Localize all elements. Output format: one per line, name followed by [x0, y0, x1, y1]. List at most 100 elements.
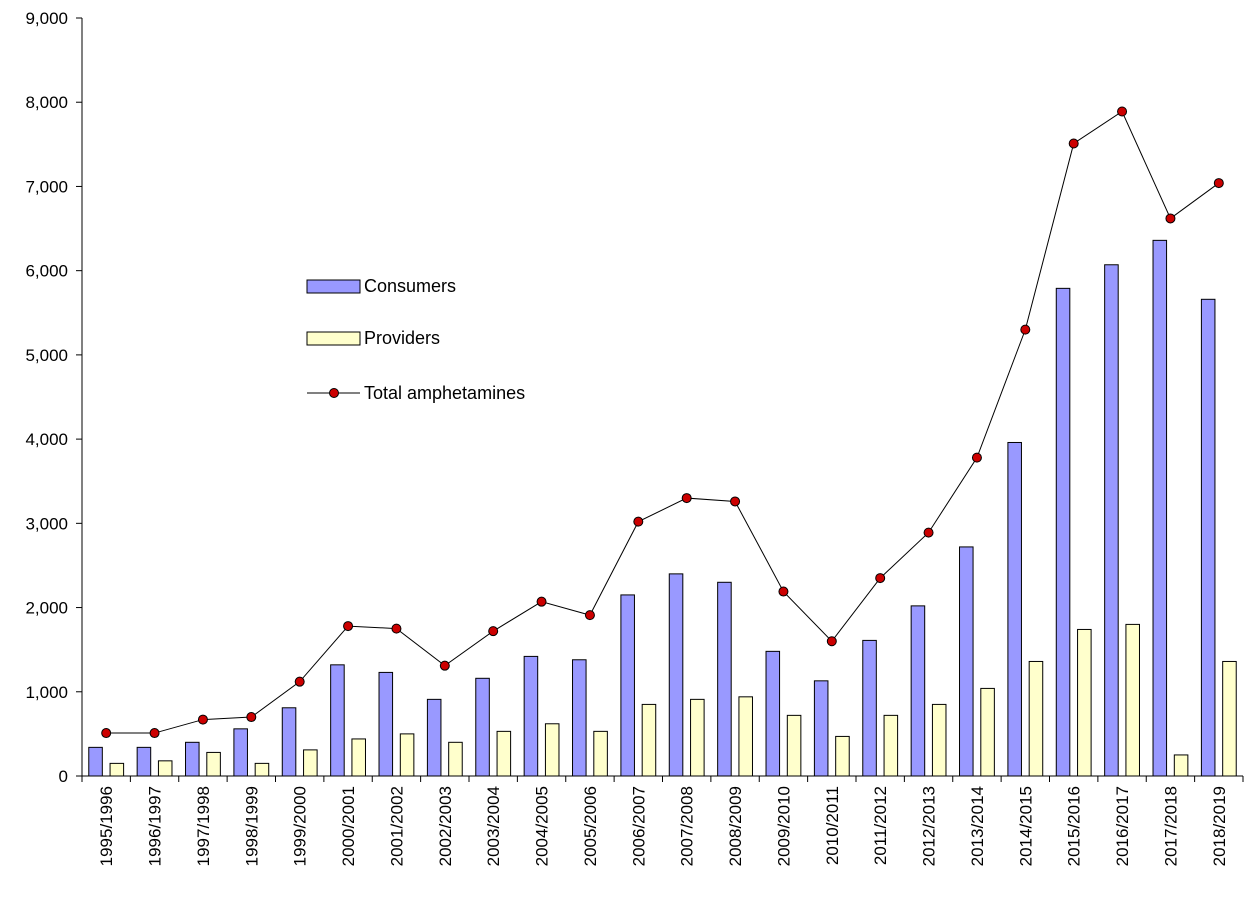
total-amphetamines-point-2	[197, 714, 208, 725]
total-amphetamines-point-1	[149, 728, 160, 739]
providers-bar-11	[641, 703, 657, 777]
consumers-bar-6	[378, 671, 394, 777]
x-tick-label-19: 2014/2015	[1016, 786, 1035, 866]
consumers-bar-15	[813, 680, 829, 777]
consumers-bar-11	[620, 594, 635, 777]
total-amphetamines-point-17	[923, 527, 934, 538]
consumers-bar-2	[185, 741, 200, 777]
total-amphetamines-line	[106, 110, 1220, 734]
total-amphetamines-point-21	[1117, 106, 1128, 117]
consumers-bar-14	[765, 650, 781, 777]
total-amphetamines-point-16	[875, 573, 886, 584]
legend-swatch-providers	[306, 331, 361, 346]
legend-label-consumers: Consumers	[364, 276, 456, 296]
x-tick-label-22: 2017/2018	[1161, 786, 1180, 866]
x-tick-label-12: 2007/2008	[678, 786, 697, 866]
providers-bar-20	[1077, 628, 1092, 777]
x-tick-label-17: 2012/2013	[920, 786, 939, 866]
y-tick-label-7: 7,000	[25, 177, 68, 196]
total-amphetamines-point-5	[343, 621, 354, 632]
providers-bar-7	[448, 741, 463, 777]
x-tick-label-21: 2016/2017	[1113, 786, 1132, 866]
consumers-bar-10	[572, 659, 587, 777]
providers-bar-13	[738, 696, 753, 777]
total-amphetamines-point-14	[778, 586, 789, 597]
providers-bar-0	[109, 762, 125, 777]
total-amphetamines-point-0	[101, 728, 112, 739]
y-tick-label-9: 9,000	[25, 9, 68, 28]
total-amphetamines-point-11	[633, 516, 644, 527]
consumers-bar-8	[475, 677, 490, 777]
providers-bar-16	[883, 714, 899, 777]
x-tick-label-7: 2002/2003	[436, 786, 455, 866]
consumers-bar-21	[1104, 264, 1119, 777]
total-amphetamines-point-20	[1068, 138, 1079, 149]
consumers-bar-19	[1007, 441, 1022, 777]
providers-bar-15	[835, 735, 850, 777]
consumers-bar-22	[1152, 239, 1168, 777]
consumers-bar-17	[910, 605, 926, 777]
legend-swatch-marker-total-amphetamines	[329, 388, 339, 398]
total-amphetamines-point-12	[681, 493, 692, 504]
consumers-bar-0	[88, 746, 103, 777]
y-tick-label-5: 5,000	[25, 346, 68, 365]
x-tick-label-6: 2001/2002	[387, 786, 406, 866]
x-tick-label-16: 2011/2012	[871, 786, 890, 865]
total-amphetamines-point-4	[294, 676, 305, 687]
x-tick-label-0: 1995/1996	[97, 786, 116, 866]
providers-bar-12	[690, 698, 705, 777]
providers-bar-21	[1125, 623, 1140, 777]
total-amphetamines-point-8	[488, 626, 499, 637]
x-tick-label-11: 2006/2007	[629, 786, 648, 866]
providers-bar-17	[931, 703, 947, 777]
x-tick-label-3: 1998/1999	[242, 786, 261, 866]
x-tick-label-15: 2010/2011	[823, 786, 842, 865]
total-amphetamines-point-22	[1165, 213, 1176, 224]
x-tick-label-2: 1997/1998	[194, 786, 213, 866]
x-tick-label-20: 2015/2016	[1065, 786, 1084, 866]
y-tick-label-6: 6,000	[25, 262, 68, 281]
total-amphetamines-point-13	[730, 496, 741, 507]
total-amphetamines-point-9	[536, 596, 547, 607]
bars-layer	[88, 239, 1237, 777]
providers-bar-6	[399, 733, 415, 777]
axes-layer: 0 1,000 2,000 3,000 4,000 5,000 6,000 7,000 8,00…	[25, 9, 1244, 866]
consumers-bar-13	[717, 581, 732, 777]
providers-bar-19	[1028, 660, 1044, 777]
y-tick-label-2: 2,000	[25, 599, 68, 618]
providers-bar-8	[496, 730, 512, 777]
x-tick-label-4: 1999/2000	[291, 786, 310, 866]
x-tick-label-23: 2018/2019	[1210, 786, 1229, 866]
y-tick-label-0: 0	[59, 767, 68, 786]
legend-label-providers: Providers	[364, 328, 440, 348]
legend-swatch-consumers	[306, 279, 361, 294]
providers-bar-5	[351, 738, 366, 777]
providers-bar-1	[157, 760, 173, 777]
y-tick-label-4: 4,000	[25, 430, 68, 449]
consumers-bar-5	[330, 664, 345, 777]
x-tick-label-10: 2005/2006	[581, 786, 600, 866]
y-tick-label-8: 8,000	[25, 93, 68, 112]
x-tick-label-8: 2003/2004	[484, 786, 503, 866]
x-tick-label-14: 2009/2010	[774, 786, 793, 866]
total-amphetamines-point-23	[1213, 178, 1224, 189]
consumers-bar-20	[1055, 287, 1071, 777]
legend-label-total-amphetamines: Total amphetamines	[364, 383, 525, 403]
providers-bar-9	[544, 723, 560, 777]
consumers-bar-3	[233, 728, 248, 777]
total-amphetamines-point-6	[391, 623, 402, 634]
x-tick-label-18: 2013/2014	[968, 786, 987, 866]
providers-bar-18	[980, 687, 995, 777]
consumers-bar-12	[668, 573, 684, 777]
consumers-bar-16	[862, 639, 877, 777]
total-amphetamines-point-18	[971, 452, 982, 463]
total-amphetamines-point-3	[246, 712, 257, 723]
x-tick-label-1: 1996/1997	[146, 786, 165, 866]
legend: Consumers Providers Total amphetamines	[306, 276, 525, 403]
providers-bar-23	[1222, 660, 1237, 777]
total-amphetamines-point-7	[439, 660, 450, 671]
consumers-bar-18	[959, 546, 974, 777]
total-line-layer	[101, 106, 1224, 739]
